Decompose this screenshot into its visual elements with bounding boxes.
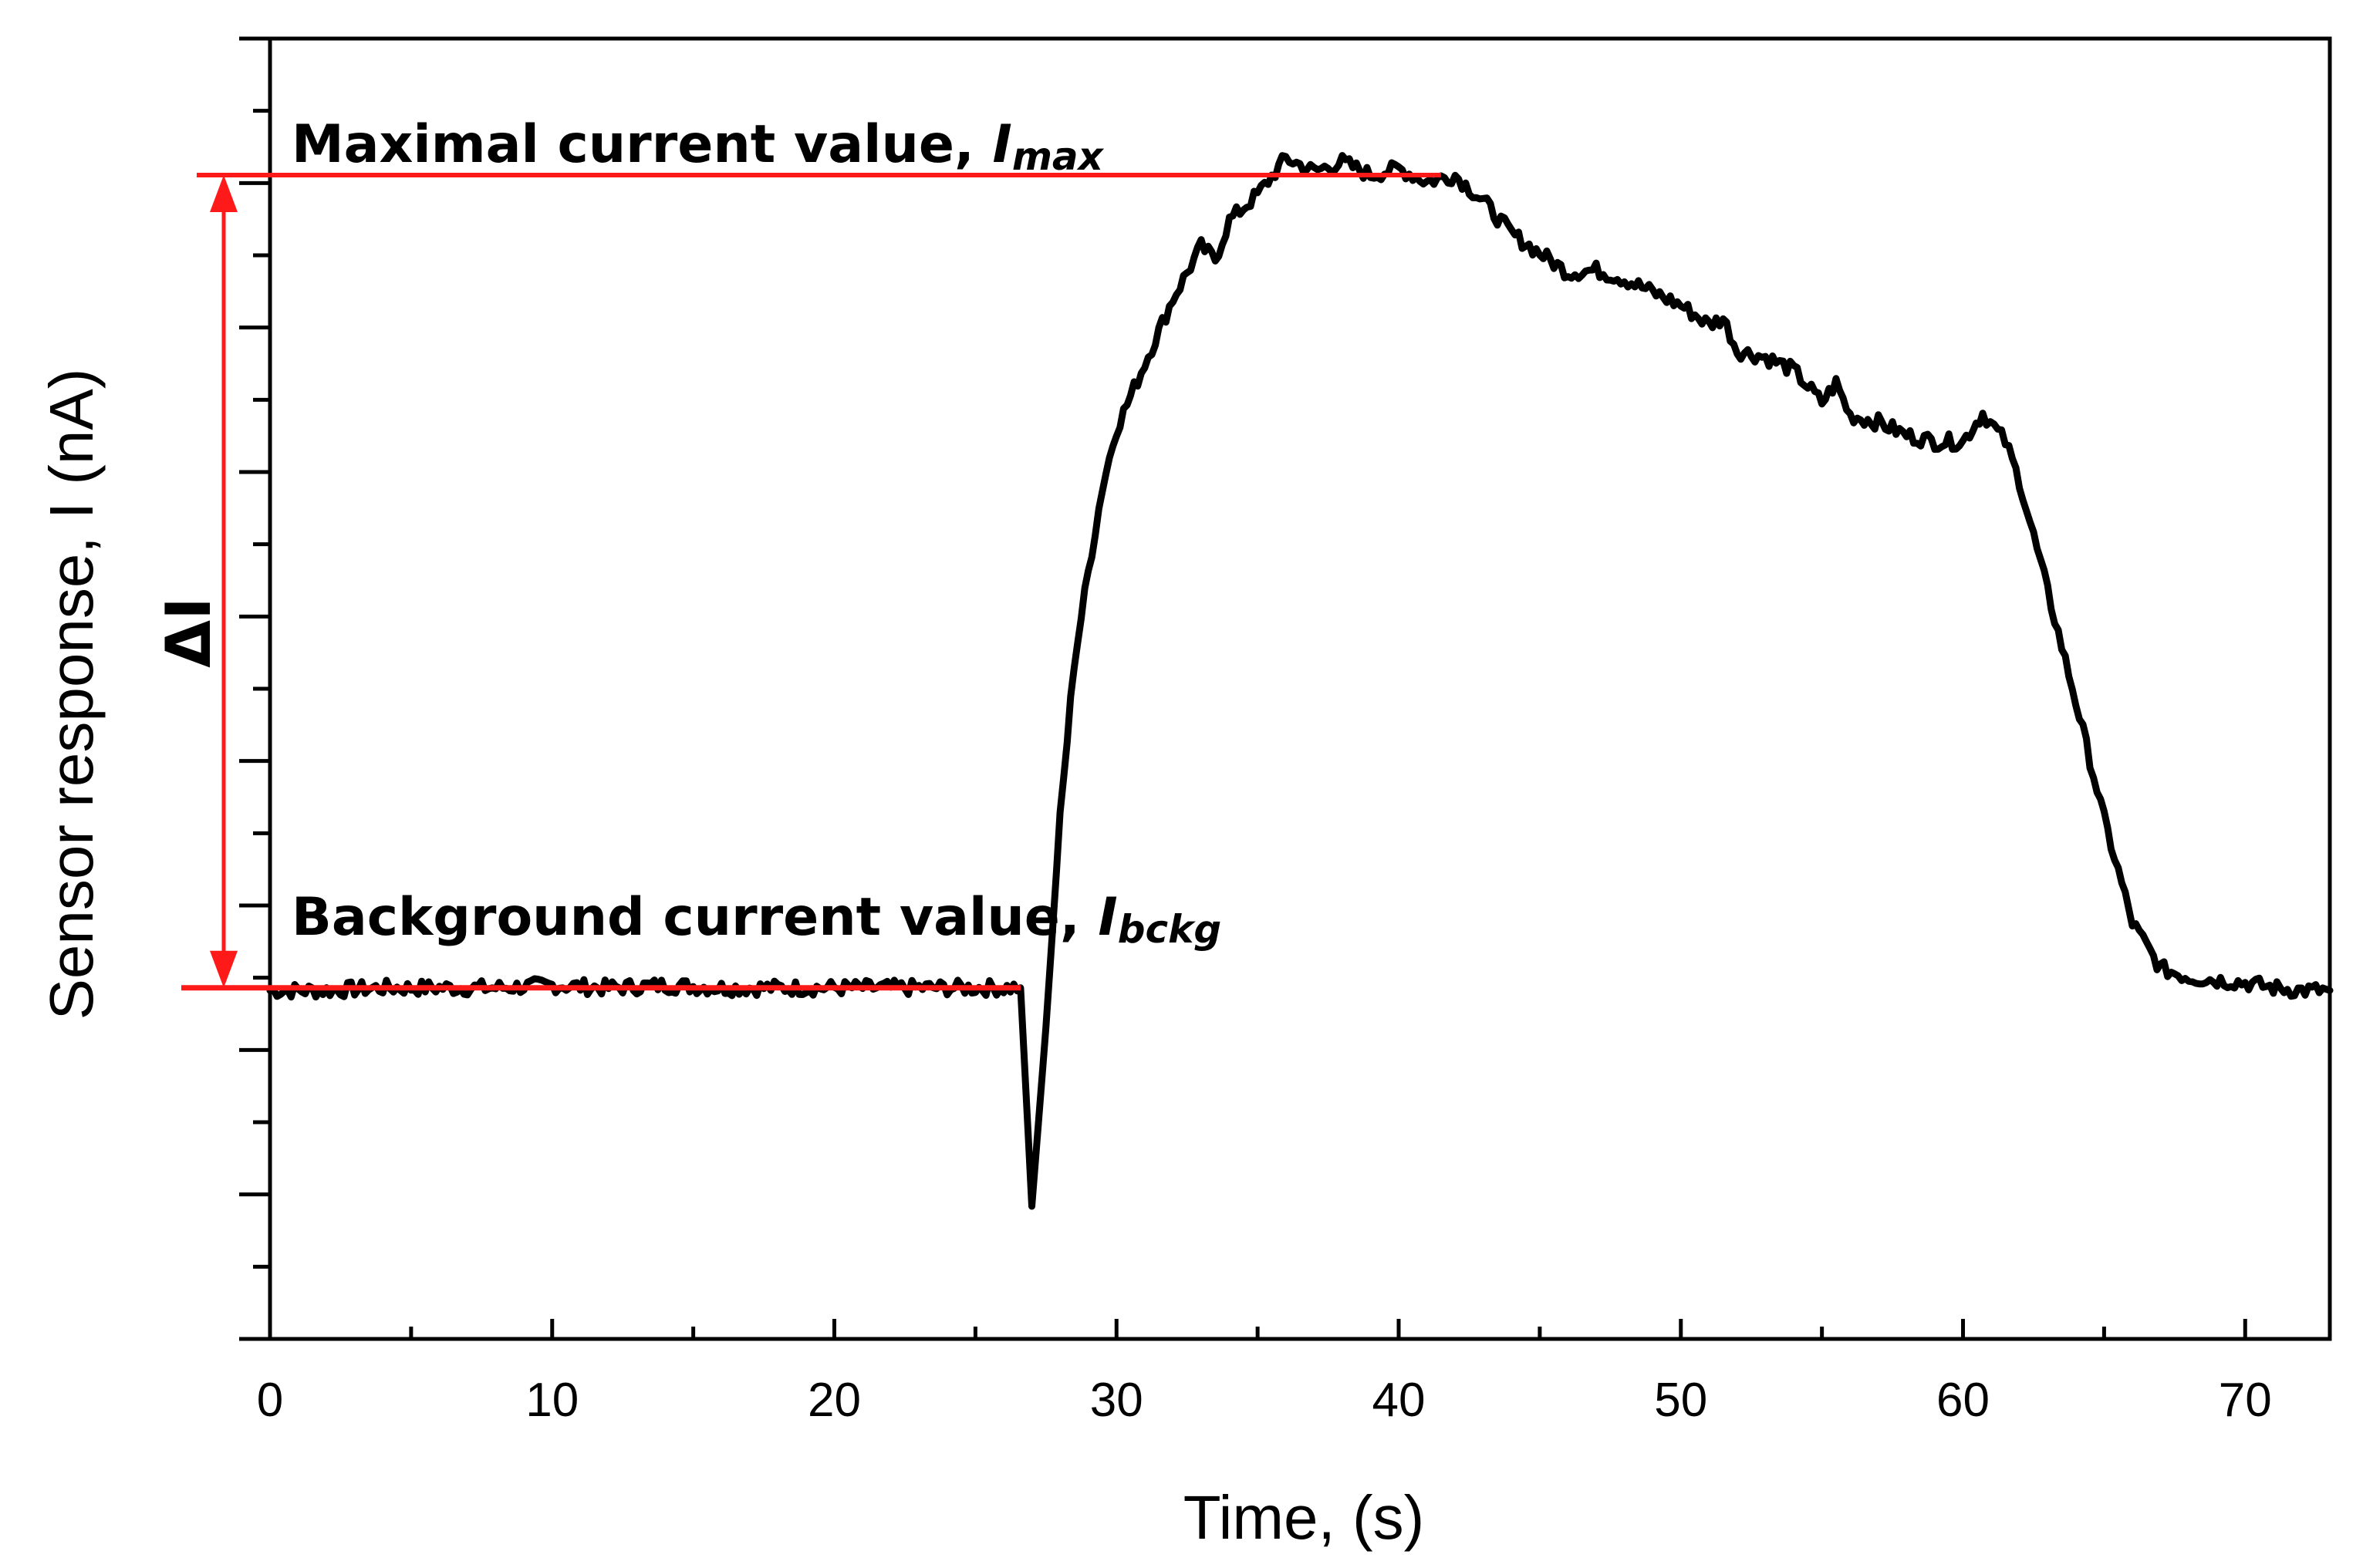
background-current-annotation: Background current value, Ibckg (292, 887, 1221, 952)
x-tick-label: 10 (525, 1374, 579, 1427)
delta-arrowhead-top (210, 175, 238, 213)
delta-i-label: ΔI (153, 597, 224, 668)
x-tick-label: 20 (808, 1374, 861, 1427)
max-current-label: Maximal current value, (292, 114, 993, 175)
plot-frame (268, 36, 2332, 1341)
background-current-symbol: I (1098, 887, 1117, 948)
x-tick-label: 30 (1090, 1374, 1143, 1427)
x-ticks: 0 10 20 30 40 50 60 70 (257, 1319, 2272, 1427)
x-tick-label: 40 (1372, 1374, 1426, 1427)
x-tick-label: 60 (1936, 1374, 1990, 1427)
y-axis-label: Sensor response, I (nA) (37, 369, 106, 1020)
max-current-symbol: I (993, 114, 1012, 175)
x-axis-label: Time, (s) (1183, 1483, 1425, 1552)
x-tick-label: 70 (2219, 1374, 2272, 1427)
max-current-subscript: max (1012, 134, 1105, 179)
y-ticks (239, 36, 270, 1341)
x-tick-label: 0 (257, 1374, 283, 1427)
background-current-subscript: bckg (1118, 907, 1221, 952)
delta-arrowhead-bottom (210, 950, 238, 988)
x-tick-label: 50 (1654, 1374, 1707, 1427)
sensor-response-line (266, 152, 2334, 1210)
max-current-annotation: Maximal current value, Imax (292, 114, 1105, 179)
background-current-label: Background current value, (292, 887, 1098, 948)
